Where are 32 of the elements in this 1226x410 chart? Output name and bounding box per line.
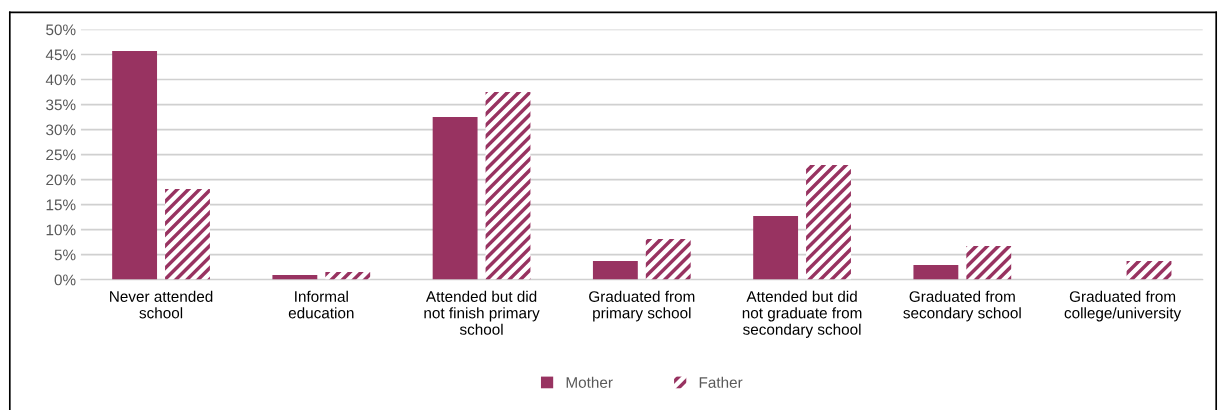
x-tick-label: Attended but did not finish primary school	[424, 290, 540, 335]
y-tick-label: 35%	[46, 99, 76, 111]
y-tick-label: 5%	[54, 249, 76, 261]
bar	[966, 246, 1012, 280]
x-tick-label: Informal education	[288, 290, 354, 319]
bar	[753, 216, 799, 280]
y-tick-label: 45%	[45, 49, 76, 61]
bar	[432, 117, 478, 280]
y-tick-label: 50%	[46, 24, 76, 36]
bar	[325, 272, 371, 280]
y-tick-label: 30%	[46, 124, 76, 136]
bar	[165, 189, 210, 280]
y-tick-label: 10%	[46, 224, 76, 236]
bar	[112, 51, 158, 280]
bar	[1126, 261, 1172, 280]
x-tick-label: Attended but did not graduate from secondary school	[742, 290, 862, 338]
x-tick-label: Graduated from college/university	[1064, 290, 1182, 322]
legend-label: Mother	[566, 376, 613, 388]
bar	[485, 92, 531, 280]
y-tick-label: 40%	[45, 74, 76, 86]
y-tick-label: 15%	[46, 199, 76, 211]
x-tick-label: Graduated from secondary school	[903, 290, 1021, 322]
bar	[645, 239, 691, 280]
bar	[806, 165, 851, 280]
x-tick-label: Never attended school	[110, 290, 213, 319]
x-tick-label: Graduated from primary school	[589, 290, 695, 322]
y-tick-label: 0%	[54, 274, 76, 286]
bar	[592, 261, 638, 280]
y-tick-label: 25%	[46, 149, 76, 161]
y-tick-label: 20%	[46, 174, 76, 186]
bar	[913, 265, 959, 280]
legend-label: Father	[699, 376, 743, 388]
